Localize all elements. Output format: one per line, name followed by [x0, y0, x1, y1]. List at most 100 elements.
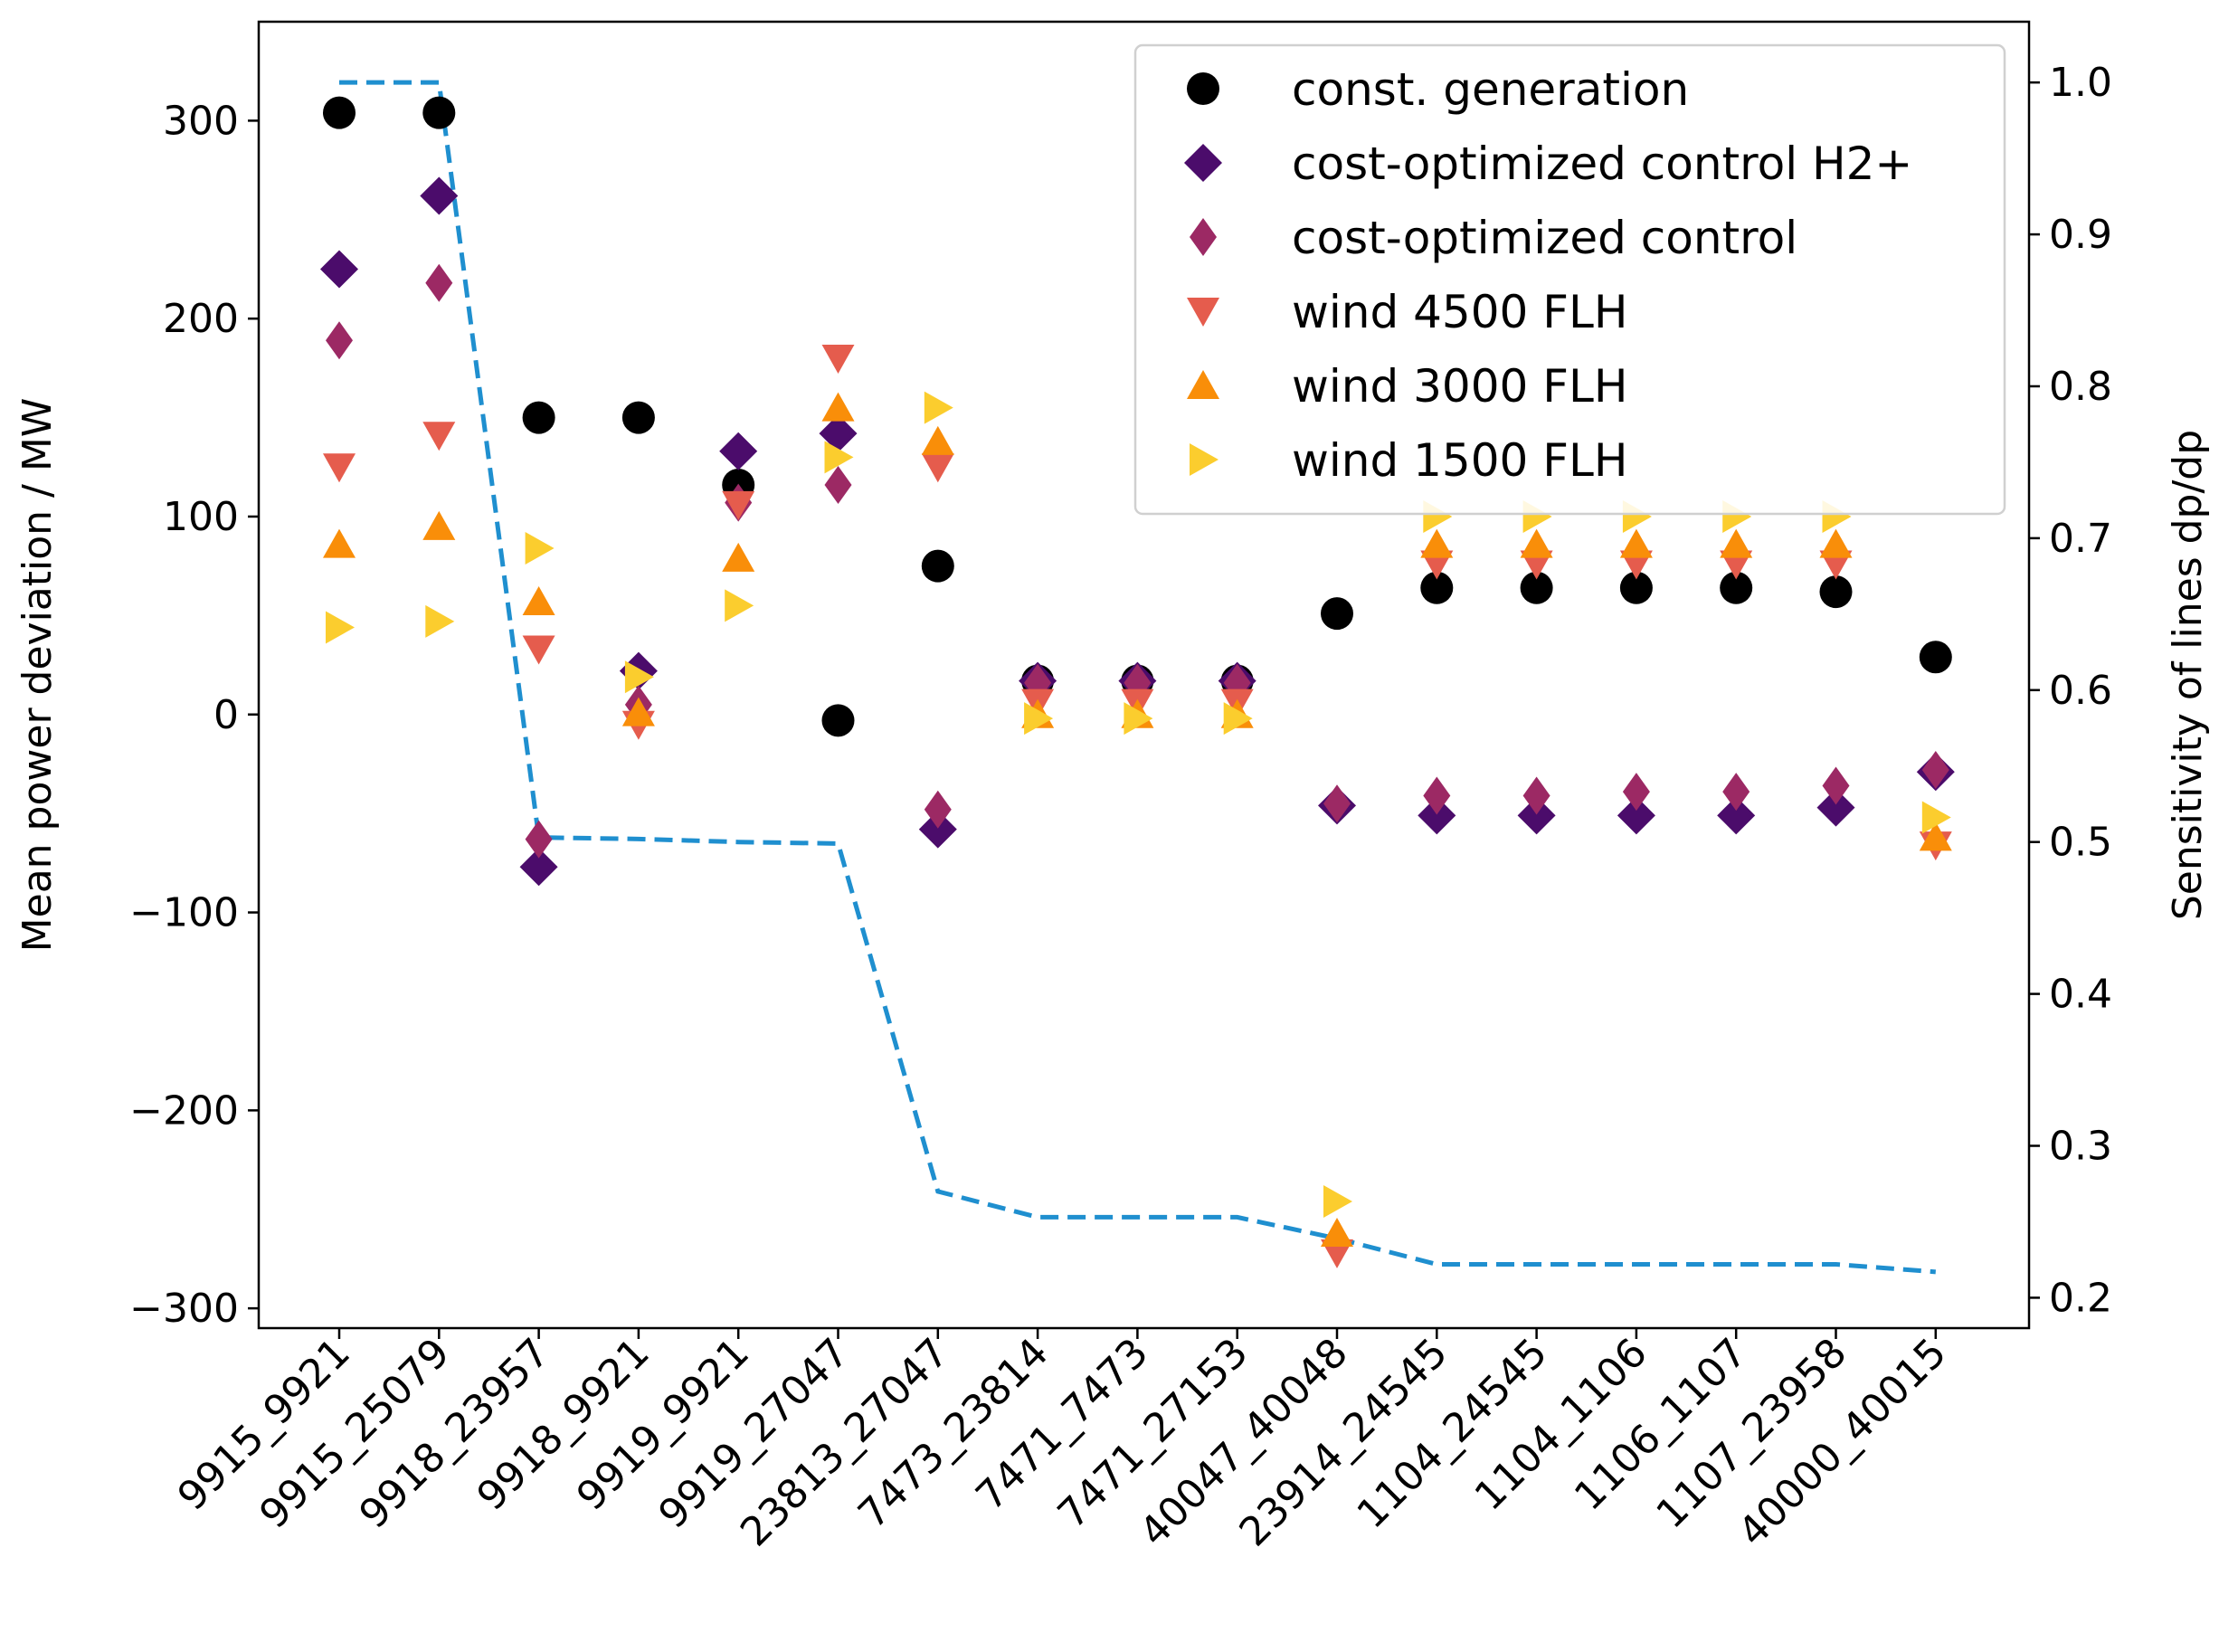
legend-marker: [1190, 443, 1219, 476]
data-point: [1520, 571, 1553, 604]
data-point: [519, 848, 558, 887]
data-point: [323, 528, 356, 558]
data-point: [1124, 702, 1153, 736]
data-point: [621, 401, 655, 434]
y2-tick-label: 0.6: [2049, 668, 2112, 714]
legend-label: const. generation: [1292, 63, 1689, 116]
data-point: [1921, 751, 1949, 790]
y-tick-label: −200: [129, 1087, 239, 1134]
legend-label: cost-optimized control H2+: [1292, 138, 1912, 190]
data-point: [821, 392, 855, 422]
data-point: [420, 176, 459, 215]
data-point: [1520, 528, 1553, 558]
data-point: [425, 263, 453, 302]
data-point: [1921, 801, 1951, 834]
data-point: [1323, 784, 1351, 823]
data-point: [918, 810, 957, 849]
data-point: [1919, 821, 1952, 851]
data-point: [1819, 528, 1853, 558]
data-point: [1423, 776, 1451, 815]
sensitivity-layer: [339, 80, 1936, 1275]
data-point: [1622, 773, 1650, 812]
legend-label: wind 1500 FLH: [1292, 434, 1627, 487]
legend-label: wind 3000 FLH: [1292, 360, 1627, 413]
y2-tick-label: 0.9: [2049, 212, 2112, 258]
y-tick-label: 0: [213, 692, 239, 738]
data-point: [422, 96, 456, 129]
y-tick-label: 100: [163, 494, 239, 540]
legend-marker: [1187, 370, 1219, 399]
y2-tick-label: 0.2: [2049, 1275, 2112, 1321]
legend-item: cost-optimized control: [1190, 212, 1797, 264]
data-point: [1720, 571, 1753, 604]
data-point: [1816, 788, 1855, 827]
data-point: [323, 453, 356, 483]
data-point: [1819, 575, 1853, 609]
y2-tick-label: 0.8: [2049, 364, 2112, 410]
plot-frame: [257, 20, 2031, 1330]
data-point: [1321, 1217, 1353, 1247]
data-point: [719, 432, 758, 470]
data-point: [1717, 796, 1756, 835]
data-point: [722, 490, 755, 520]
legend-label: wind 4500 FLH: [1292, 286, 1627, 338]
legend-item: wind 4500 FLH: [1187, 286, 1627, 338]
legend: const. generation cost-optimized control …: [1133, 43, 2006, 516]
data-point: [1024, 702, 1054, 736]
legend-marker: [1184, 144, 1222, 182]
data-point: [819, 414, 858, 453]
legend-marker: [1187, 298, 1219, 327]
y-axis-title: Mean power deviation / MW: [14, 398, 61, 953]
data-point: [425, 604, 455, 638]
y2-tick-label: 0.3: [2049, 1124, 2112, 1170]
data-point: [624, 660, 654, 694]
legend-marker: [1190, 218, 1217, 256]
data-point: [921, 425, 954, 455]
data-point: [525, 820, 553, 859]
data-point: [1522, 776, 1550, 815]
legend-item: wind 3000 FLH: [1187, 360, 1627, 413]
legend-item: const. generation: [1187, 63, 1689, 116]
data-point: [326, 611, 355, 644]
data-point: [525, 531, 555, 565]
data-point: [1619, 571, 1653, 604]
data-point: [1517, 796, 1556, 835]
data-point: [1722, 773, 1750, 812]
data-point: [1223, 702, 1253, 736]
y2-tick-label: 0.4: [2049, 972, 2112, 1018]
data-point: [522, 635, 555, 665]
y2-tick-label: 0.7: [2049, 516, 2112, 562]
data-point: [422, 422, 456, 451]
legend-marker: [1187, 72, 1219, 105]
y-tick-label: −100: [129, 890, 239, 936]
data-point: [1720, 528, 1753, 558]
y2-axis-title: Sensitivity of lines dp/dp: [2165, 430, 2211, 920]
data-point: [522, 586, 555, 616]
data-point: [824, 465, 852, 504]
data-point: [722, 542, 755, 572]
data-point: [821, 704, 855, 737]
data-point: [323, 96, 356, 129]
data-point: [1323, 1184, 1352, 1218]
y-tick-label: −300: [129, 1286, 239, 1332]
data-point: [1420, 571, 1454, 604]
data-point: [924, 790, 952, 829]
data-point: [1822, 766, 1850, 805]
legend-label: cost-optimized control: [1292, 212, 1797, 264]
y2-tick-label: 0.5: [2049, 820, 2112, 866]
data-point: [1321, 597, 1353, 631]
sensitivity-line: [339, 80, 1936, 1275]
data-point: [320, 250, 358, 289]
data-point: [821, 344, 855, 374]
data-point: [1919, 641, 1952, 674]
y-tick-label: 300: [163, 98, 239, 144]
data-point: [921, 453, 954, 483]
data-point: [1420, 528, 1454, 558]
data-point: [824, 441, 854, 474]
data-point: [1619, 528, 1653, 558]
data-point: [1418, 796, 1456, 835]
data-point: [422, 510, 456, 540]
y-tick-label: 200: [163, 296, 239, 342]
data-point: [1617, 796, 1655, 835]
